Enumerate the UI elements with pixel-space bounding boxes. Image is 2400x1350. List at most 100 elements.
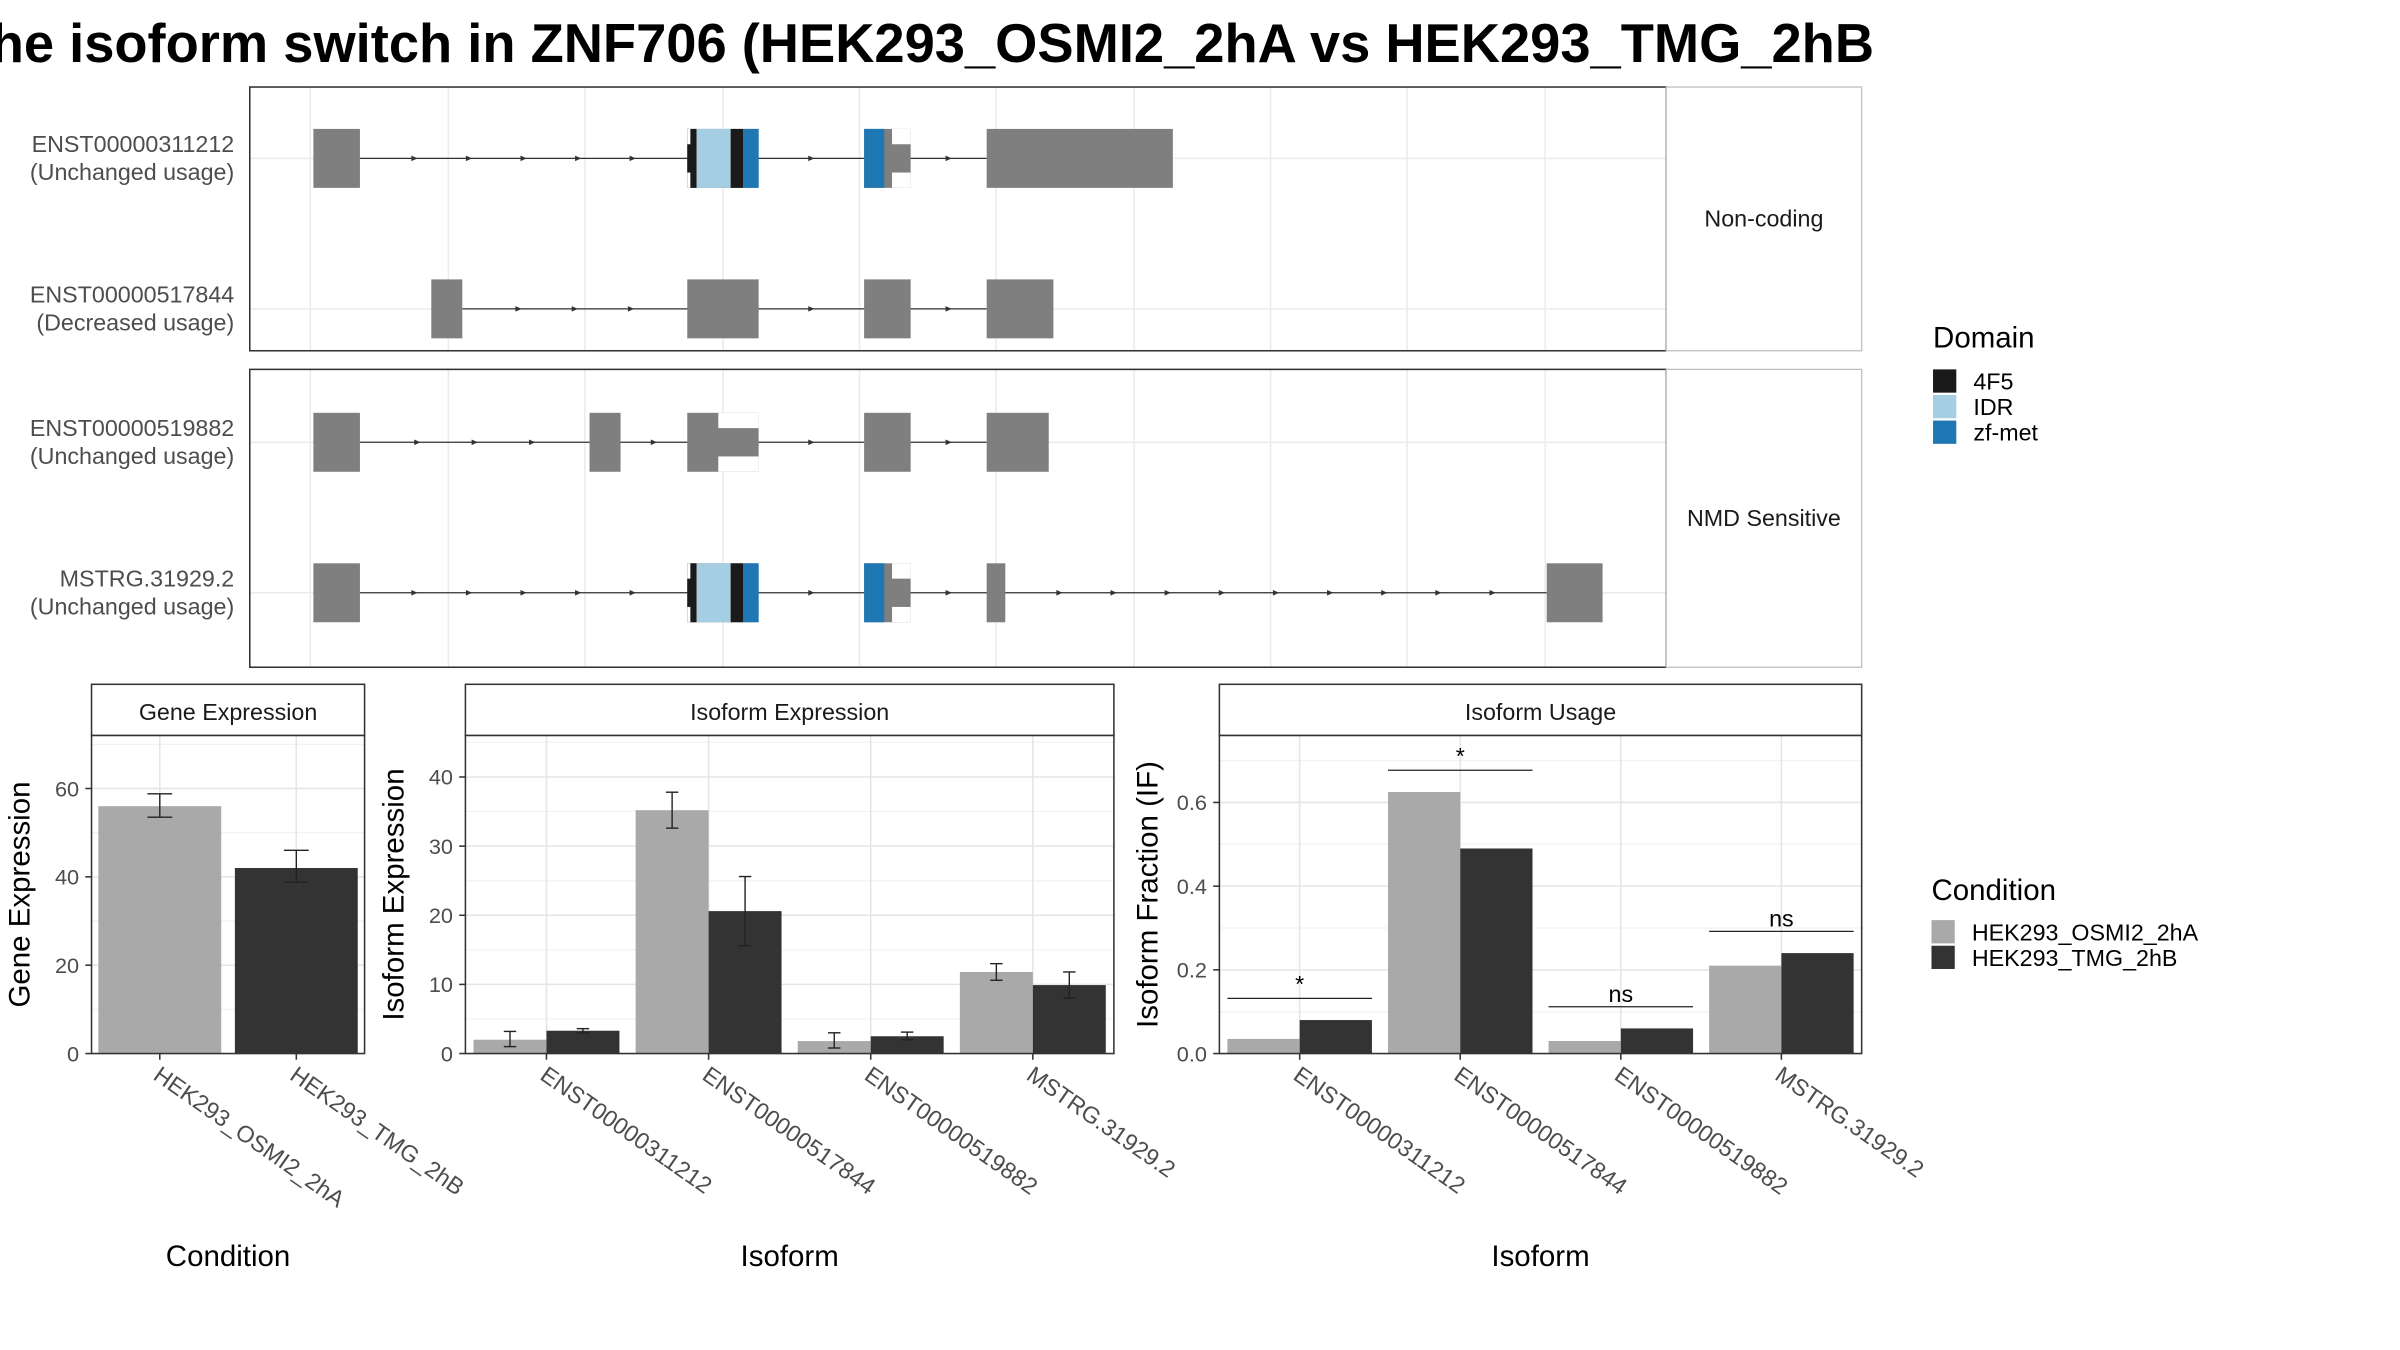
x-tick-label: ENST00000311212 xyxy=(536,1061,717,1199)
facet-strip xyxy=(1665,368,1863,668)
exon-block xyxy=(431,279,463,339)
y-tick-label: 40 xyxy=(55,865,79,890)
bar-HEK293_TMG_2hB xyxy=(1299,1020,1372,1054)
intron-direction-arrow xyxy=(471,439,478,446)
chart-strip-title: Isoform Usage xyxy=(1465,699,1616,725)
transcript-usage-label: (Unchanged usage) xyxy=(30,159,234,185)
domain-block-zf-met xyxy=(864,128,885,188)
bar-HEK293_OSMI2_2hA xyxy=(1227,1038,1300,1054)
transcript-structure-area: ENST00000311212(Unchanged usage)ENST0000… xyxy=(30,86,1863,669)
intron-direction-arrow xyxy=(945,589,952,596)
utr-notch xyxy=(892,606,911,623)
chart-plot-border xyxy=(464,734,1115,1055)
intron-direction-arrow xyxy=(520,589,527,596)
y-tick-label: 0 xyxy=(441,1041,453,1066)
significance-label: ns xyxy=(1769,906,1794,932)
condition-legend-title: Condition xyxy=(1931,874,2056,907)
intron-direction-arrow xyxy=(575,155,582,162)
y-tick-label: 60 xyxy=(55,776,79,801)
y-tick-label: 30 xyxy=(429,834,453,859)
transcript-usage-label: (Unchanged usage) xyxy=(30,443,234,469)
x-tick-label: MSTRG.31929.2 xyxy=(1771,1061,1929,1182)
bar-HEK293_OSMI2_2hA xyxy=(959,971,1033,1054)
domain-block-4F5 xyxy=(687,563,697,623)
utr-notch xyxy=(687,128,691,145)
intron-direction-arrow xyxy=(945,155,952,162)
y-tick-label: 20 xyxy=(429,903,453,928)
exon-block xyxy=(589,412,621,472)
intron-direction-arrow xyxy=(945,439,952,446)
condition-legend-swatch xyxy=(1931,920,1955,944)
utr-notch xyxy=(892,172,911,188)
utr-notch xyxy=(718,412,759,429)
y-axis-title: Gene Expression xyxy=(3,781,36,1007)
domain-block-4F5 xyxy=(687,128,697,188)
y-tick-label: 0.0 xyxy=(1177,1041,1207,1066)
bar-HEK293_TMG_2hB xyxy=(1781,953,1854,1054)
y-tick-label: 0.6 xyxy=(1177,790,1207,815)
intron-direction-arrow xyxy=(1381,589,1388,596)
y-tick-label: 40 xyxy=(429,765,453,790)
condition-legend-swatch xyxy=(1931,945,1955,969)
bar-HEK293_OSMI2_2hA xyxy=(1548,1040,1621,1054)
intron-direction-arrow xyxy=(1056,589,1063,596)
exon-block xyxy=(687,279,759,339)
intron-direction-arrow xyxy=(1435,589,1442,596)
y-tick-label: 10 xyxy=(429,972,453,997)
significance-label: * xyxy=(1295,971,1304,997)
domain-block-zf-met xyxy=(743,563,759,623)
intron-direction-arrow xyxy=(629,155,636,162)
intron-direction-arrow xyxy=(515,306,522,312)
domain-block-4F5 xyxy=(730,563,744,623)
bar-charts-area: Gene Expression0204060HEK293_OSMI2_2hAHE… xyxy=(3,683,1929,1273)
domain-legend-label: 4F5 xyxy=(1973,369,2013,395)
intron-direction-arrow xyxy=(1110,589,1117,596)
intron-direction-arrow xyxy=(629,589,636,596)
exon-block xyxy=(864,412,911,472)
transcript-id-label: ENST00000311212 xyxy=(32,131,235,157)
bar-HEK293_OSMI2_2hA xyxy=(1709,965,1782,1054)
intron-direction-arrow xyxy=(411,589,418,596)
x-axis-title: Isoform xyxy=(741,1240,839,1273)
utr-notch xyxy=(718,456,759,472)
chart-plot-border xyxy=(90,734,366,1055)
chart-strip-title: Isoform Expression xyxy=(690,699,889,725)
bar-HEK293_OSMI2_2hA xyxy=(635,810,709,1054)
x-tick-label: ENST00000517844 xyxy=(698,1061,880,1200)
intron-direction-arrow xyxy=(414,439,421,446)
exon-block xyxy=(313,563,360,623)
intron-direction-arrow xyxy=(650,439,658,446)
intron-direction-arrow xyxy=(529,439,536,446)
bar-HEK293_TMG_2hB xyxy=(546,1030,620,1054)
intron-direction-arrow xyxy=(520,155,527,162)
x-axis-title: Condition xyxy=(166,1240,291,1273)
domain-block-zf-met xyxy=(864,563,885,623)
exon-block xyxy=(1546,563,1603,623)
domain-legend-label: zf-met xyxy=(1973,420,2038,446)
utr-notch xyxy=(892,128,911,145)
intron-direction-arrow xyxy=(1272,589,1280,596)
utr-notch xyxy=(687,606,691,623)
bar-HEK293_TMG_2hB xyxy=(234,868,358,1054)
transcript-usage-label: (Unchanged usage) xyxy=(30,593,234,619)
transcript-id-label: ENST00000517844 xyxy=(30,282,234,308)
intron-direction-arrow xyxy=(575,589,582,596)
transcript-panel-background xyxy=(249,369,1667,668)
domain-block-IDR xyxy=(696,563,731,623)
intron-direction-arrow xyxy=(465,155,473,162)
bar-HEK293_TMG_2hB xyxy=(1460,848,1533,1054)
intron-direction-arrow xyxy=(1218,589,1225,596)
y-tick-label: 0.2 xyxy=(1177,958,1207,983)
intron-direction-arrow xyxy=(945,306,952,312)
significance-label: * xyxy=(1456,743,1465,769)
intron-direction-arrow xyxy=(808,155,815,162)
domain-legend-swatch xyxy=(1933,369,1957,393)
exon-block xyxy=(864,279,911,339)
x-tick-label: ENST00000519882 xyxy=(860,1061,1042,1200)
exon-block xyxy=(986,563,1006,623)
intron-direction-arrow xyxy=(1164,589,1171,596)
facet-strip-label: NMD Sensitive xyxy=(1687,505,1841,531)
intron-direction-arrow xyxy=(808,439,815,446)
chart-strip xyxy=(464,683,1115,737)
